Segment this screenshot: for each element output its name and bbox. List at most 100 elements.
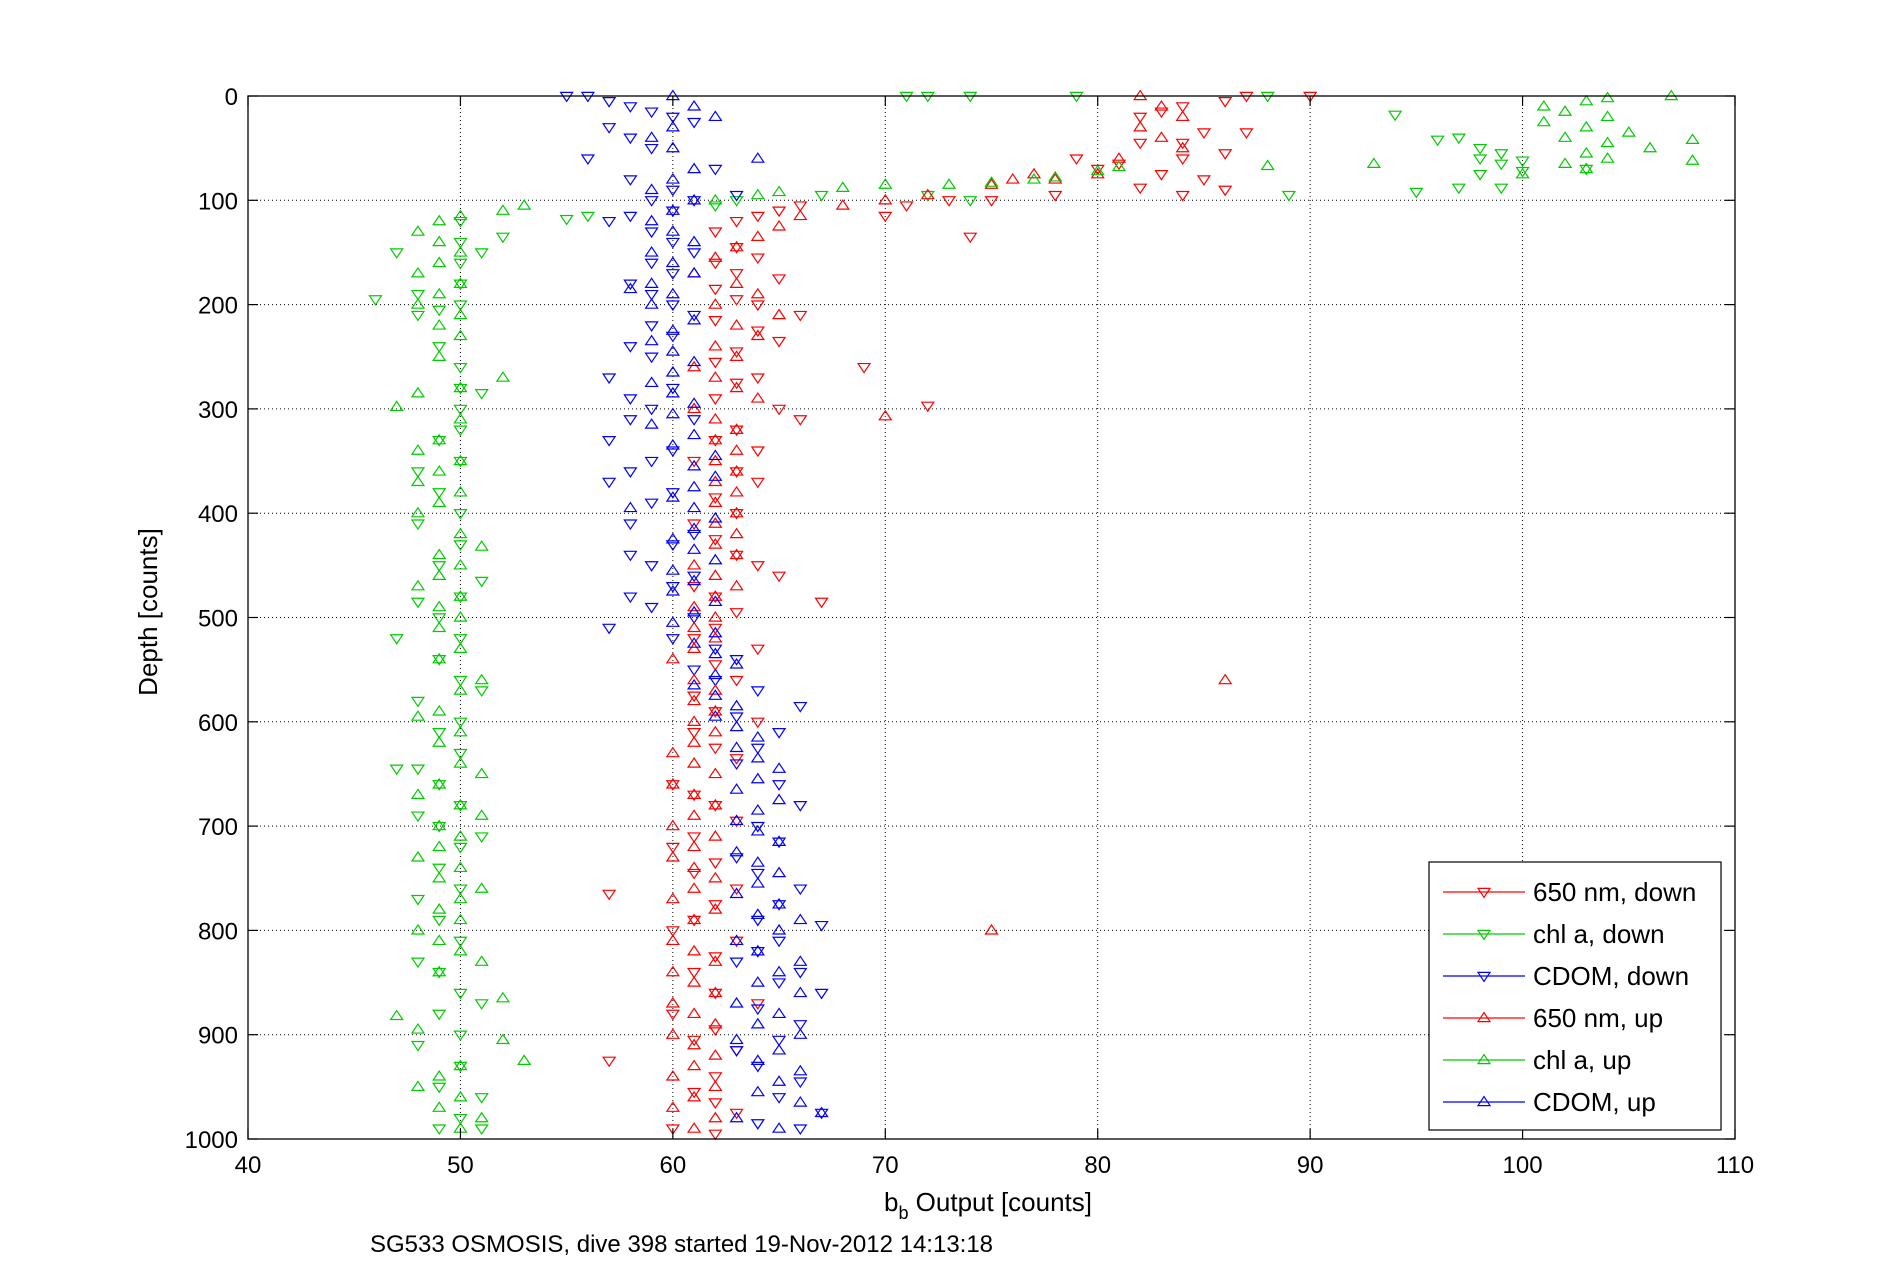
data-point (750, 821, 765, 833)
data-point (793, 201, 808, 212)
data-point (453, 1030, 468, 1042)
data-point (1218, 673, 1233, 685)
data-point (432, 819, 447, 831)
data-point (432, 1101, 447, 1112)
legend-box (1428, 861, 1722, 1131)
data-point (984, 178, 999, 189)
data-point (644, 404, 659, 416)
data-point (1069, 154, 1084, 166)
data-point (644, 143, 659, 155)
data-point (729, 934, 744, 946)
data-point (474, 576, 489, 588)
data-point (1175, 138, 1190, 150)
data-point (729, 759, 744, 771)
data-point (686, 310, 702, 322)
data-point (686, 196, 702, 207)
data-point (686, 600, 702, 612)
data-point (708, 258, 723, 270)
data-point (686, 634, 702, 645)
y-tick-label: 500 (198, 606, 238, 633)
data-point (665, 996, 680, 1008)
data-point (644, 456, 659, 468)
data-point (432, 214, 447, 226)
data-point (432, 704, 447, 716)
data-point (602, 373, 617, 385)
data-point (1494, 149, 1509, 160)
data-point (686, 673, 702, 685)
data-point (410, 957, 426, 969)
data-point (1175, 190, 1190, 202)
data-point (878, 193, 893, 205)
data-point (644, 418, 659, 429)
data-point (453, 1059, 468, 1071)
data-point (623, 342, 638, 353)
data-point (686, 480, 702, 492)
data-point (771, 1007, 787, 1019)
data-point (665, 112, 680, 124)
data-point (644, 183, 659, 195)
data-point (432, 433, 447, 445)
data-point (750, 1054, 765, 1065)
data-point (750, 908, 765, 919)
data-point (432, 736, 447, 747)
data-point (644, 498, 659, 510)
data-point (708, 592, 723, 604)
data-point (495, 232, 511, 244)
data-point (474, 809, 489, 820)
data-point (410, 225, 426, 236)
data-point (729, 378, 744, 390)
data-point (750, 152, 765, 163)
data-point (1239, 91, 1254, 103)
legend-entry-label: CDOM, up (1533, 1087, 1656, 1117)
data-point (729, 655, 744, 666)
x-axis-label: bb Output [counts] (884, 1187, 1092, 1223)
data-point (665, 634, 680, 645)
data-point (665, 225, 680, 236)
y-tick-label: 600 (198, 710, 238, 737)
data-point (771, 866, 787, 878)
data-point (1642, 141, 1658, 153)
data-point (1175, 141, 1190, 153)
legend-marker (1476, 1095, 1492, 1107)
data-point (453, 642, 468, 653)
data-point (453, 540, 468, 551)
data-point (1472, 170, 1488, 181)
data-point (793, 1077, 808, 1089)
data-point (708, 412, 723, 424)
data-point (708, 704, 723, 716)
data-point (665, 185, 680, 197)
data-point (389, 764, 404, 776)
data-point (410, 298, 426, 309)
legend-entry-label: chl a, down (1533, 919, 1665, 949)
data-point (686, 415, 702, 426)
data-point (602, 1056, 617, 1068)
data-point (686, 788, 702, 800)
data-point (453, 412, 468, 424)
data-point (729, 295, 744, 306)
data-point (729, 318, 744, 330)
data-point (665, 120, 680, 132)
data-point (410, 696, 426, 708)
data-point (474, 540, 489, 551)
data-point (686, 558, 702, 570)
data-point (771, 978, 787, 990)
data-point (708, 1025, 723, 1036)
data-point (750, 446, 765, 458)
data-point (708, 689, 723, 700)
data-point (474, 955, 489, 966)
data-point (793, 1020, 808, 1031)
data-point (410, 1080, 426, 1092)
data-point (1090, 167, 1105, 179)
data-point (1218, 149, 1233, 160)
data-point (495, 1033, 511, 1045)
data-point (708, 193, 723, 205)
data-point (708, 1129, 723, 1141)
data-point (771, 1043, 787, 1055)
data-point (771, 1075, 787, 1086)
data-point (1579, 94, 1594, 106)
data-point (686, 162, 702, 174)
data-point (729, 506, 744, 518)
data-point (410, 289, 426, 301)
data-point (686, 1059, 702, 1071)
data-point (750, 230, 765, 242)
